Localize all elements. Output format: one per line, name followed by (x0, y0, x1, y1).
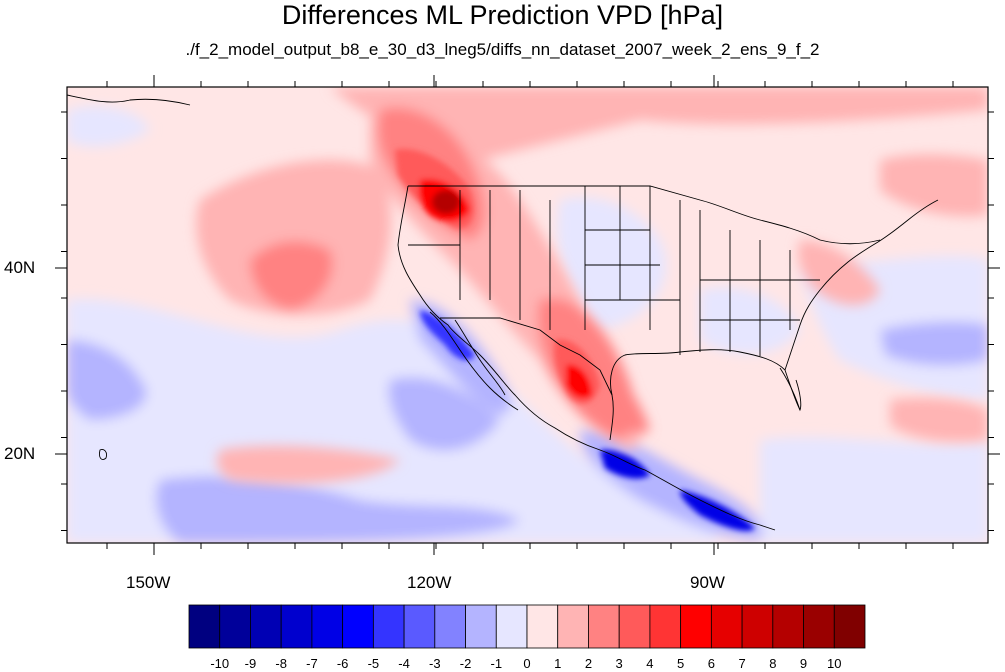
colorbar-swatch (741, 604, 774, 649)
field-region-subtropical-pacific-negative (388, 377, 500, 451)
hawaii-island (99, 449, 107, 461)
state-lines-west (408, 186, 586, 330)
colorbar-tick-label: 7 (738, 656, 746, 671)
colorbar-tick-label: 3 (615, 656, 623, 671)
colorbar-swatch (372, 604, 405, 649)
colorbar-swatch (311, 604, 344, 649)
colorbar-swatch (526, 604, 559, 649)
colorbar-tick-label: -10 (210, 656, 230, 671)
colorbar-swatch (649, 604, 682, 649)
lon-label-120w: 120W (407, 573, 452, 592)
state-lines-east (699, 210, 820, 356)
field-region-pacific-core-positive (250, 241, 333, 310)
coastline-west (397, 185, 776, 531)
colorbar-swatch (250, 604, 282, 649)
colorbar-swatch (772, 604, 804, 649)
colorbar-swatch (618, 604, 651, 649)
colorbar-swatch (434, 604, 466, 649)
field-region-north-pacific-weak-negative (67, 106, 150, 147)
colorbar-tick-label: 9 (799, 656, 808, 671)
field-region-east-us-weak-negative (700, 287, 800, 354)
field-region-guatemala-very-strong-negative (600, 449, 650, 479)
field-region-gulf-positive (600, 360, 650, 434)
colorbar-swatch (710, 604, 743, 649)
colorbar-tick-label: -5 (367, 656, 380, 671)
colorbar-swatch (465, 604, 497, 649)
field-region-atlantic-positive (890, 398, 988, 442)
colorbar-swatch (342, 604, 374, 649)
colorbar-tick-label: 0 (523, 656, 531, 671)
colorbar-swatch (280, 604, 313, 649)
field-region-hawaii-negative (67, 340, 147, 420)
map-title: Differences ML Prediction VPD [hPa] (281, 0, 724, 30)
colorbar-swatch (188, 604, 221, 649)
vpd-field (67, 87, 988, 543)
field-region-baja-coast-strong-negative (420, 310, 475, 361)
alaska-coast (67, 94, 191, 106)
colorbar-tick-label: 2 (584, 656, 593, 671)
map-subtitle: ./f_2_model_output_b8_e_30_d3_lneg5/diff… (185, 40, 820, 59)
colorbar-swatch (557, 604, 589, 649)
colorbar-swatch (680, 604, 712, 649)
lon-label-90w: 90W (690, 573, 725, 592)
state-lines-central (585, 186, 681, 355)
field-region-north-canada-positive (330, 87, 988, 160)
field-region-caribbean-weak-negative (760, 437, 988, 543)
field-region-east-coast-positive (798, 240, 880, 305)
colorbar (188, 604, 866, 649)
colorbar-swatch (219, 604, 251, 649)
field-region-subtropical-pacific-positive (217, 445, 400, 484)
colorbar-tick-label: 4 (646, 656, 654, 671)
lon-label-150w: 150W (126, 573, 171, 592)
field-region-nicaragua-very-strong-negative (680, 490, 755, 531)
colorbar-tick-label: 8 (769, 656, 777, 671)
map-boundaries (67, 94, 939, 531)
colorbar-tick-label: -6 (336, 656, 349, 671)
colorbar-tick-label: 5 (677, 656, 685, 671)
colorbar-tick-label: 10 (827, 656, 842, 671)
colorbar-swatch (803, 604, 835, 649)
coastline-east (784, 199, 939, 371)
us-mexico-border (440, 317, 613, 396)
plot-frame (66, 86, 989, 544)
field-region-tropical-pacific-negative (156, 476, 520, 543)
colorbar-tick-label: -9 (244, 656, 257, 671)
coastline-baja (429, 311, 519, 411)
colorbar-tick-label: -3 (429, 656, 441, 671)
colorbar-swatch (588, 604, 620, 649)
field-region-idaho-peak-positive (432, 190, 460, 214)
lat-label-20n: 20N (4, 444, 36, 463)
us-canada-border (408, 185, 881, 245)
colorbar-tick-label: -8 (275, 656, 287, 671)
field-region-atlantic-east-negative (880, 321, 988, 366)
colorbar-tick-label: 1 (554, 656, 562, 671)
field-region-atlantic-north-positive (880, 154, 988, 217)
colorbar-tick-label: -7 (306, 656, 318, 671)
colorbar-swatch (833, 604, 866, 649)
lat-label-40n: 40N (4, 258, 36, 277)
field-region-coahuila-strong-positive (566, 364, 592, 399)
colorbar-tick-label: -4 (398, 656, 410, 671)
colorbar-tick-label: -1 (490, 656, 503, 671)
colorbar-tick-label: -2 (459, 656, 472, 671)
colorbar-tick-label: 6 (707, 656, 715, 671)
coastline-florida (779, 367, 802, 412)
colorbar-swatch (495, 604, 528, 649)
field-region-northeast-pacific-positive (196, 160, 391, 315)
colorbar-swatch (403, 604, 436, 649)
axis-ticks (55, 75, 1000, 555)
